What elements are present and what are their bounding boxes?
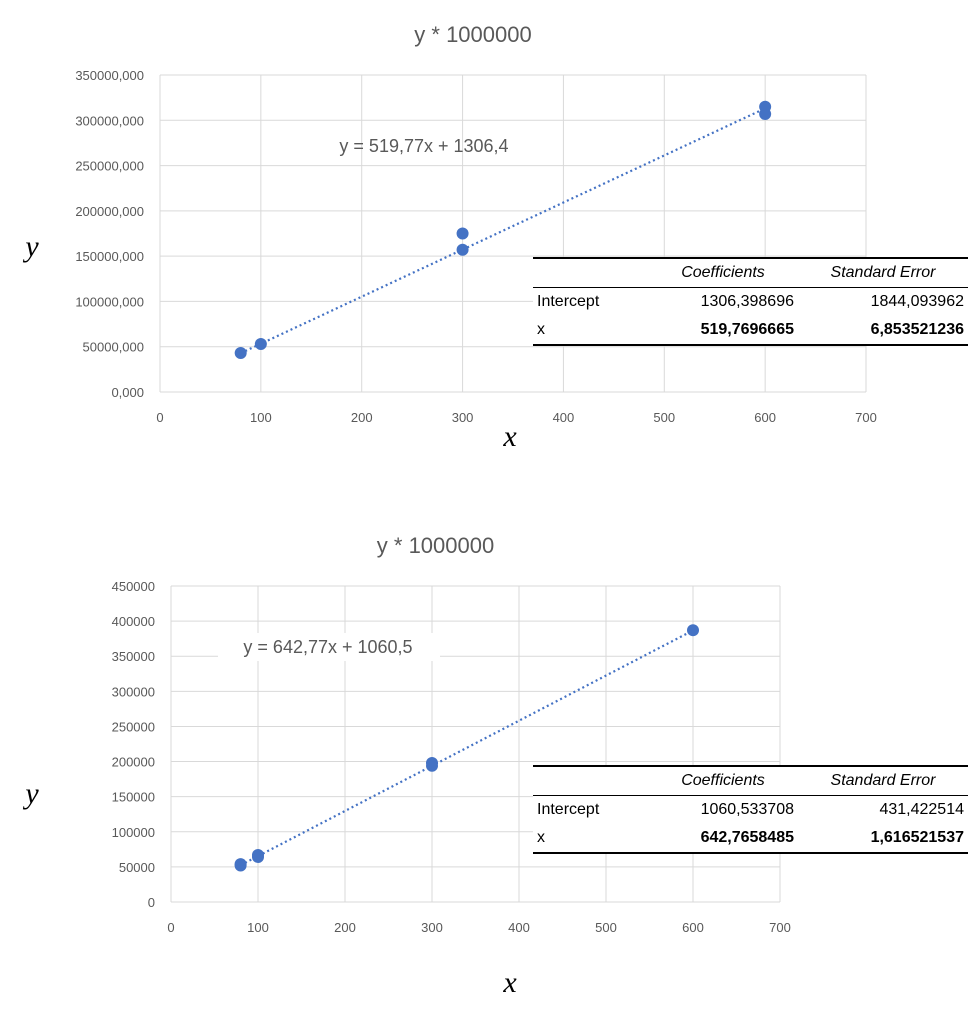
row-label-intercept: Intercept — [537, 293, 600, 310]
y-tick-label: 50000,000 — [83, 340, 144, 355]
table-header-standard-error: Standard Error — [798, 765, 968, 796]
y-tick-label: 350000 — [112, 649, 155, 664]
x-tick-label: 200 — [334, 920, 356, 935]
y-tick-label: 250000,000 — [75, 159, 144, 174]
data-point — [234, 347, 247, 360]
y-tick-label: 0 — [148, 895, 155, 910]
data-point — [234, 858, 247, 871]
y-axis-label: y — [22, 777, 39, 810]
table-row: x 642,7658485 1,616521537 — [533, 824, 968, 854]
y-tick-label: 100000 — [112, 825, 155, 840]
x-tick-label: 600 — [754, 410, 776, 425]
intercept-coefficient: 1306,398696 — [700, 293, 794, 310]
y-tick-label: 0,000 — [111, 385, 144, 400]
slope-standard-error: 6,853521236 — [798, 316, 968, 346]
x-tick-label: 0 — [156, 410, 163, 425]
x-tick-label: 700 — [855, 410, 877, 425]
table-header-standard-error: Standard Error — [798, 257, 968, 288]
row-label-x: x — [533, 824, 648, 854]
table-header-coefficients: Coefficients — [648, 765, 798, 796]
y-tick-label: 50000 — [119, 860, 155, 875]
slope-coefficient: 642,7658485 — [648, 824, 798, 854]
trendline-equation: y = 642,77x + 1060,5 — [243, 637, 412, 657]
table-header-row: Coefficients Standard Error — [533, 257, 968, 288]
x-tick-label: 200 — [351, 410, 373, 425]
y-tick-label: 200000 — [112, 755, 155, 770]
y-axis-label: y — [22, 230, 39, 263]
table-row: Intercept 1306,398696 1844,093962 — [533, 288, 968, 317]
row-label-intercept: Intercept — [537, 801, 600, 818]
table-header-coefficients: Coefficients — [648, 257, 798, 288]
data-point — [759, 100, 772, 113]
trendline-equation: y = 519,77x + 1306,4 — [339, 136, 508, 156]
table-header-empty — [533, 257, 648, 288]
trendline — [240, 107, 766, 355]
data-point — [426, 756, 438, 769]
x-axis-label: x — [502, 966, 517, 999]
x-tick-label: 300 — [452, 410, 474, 425]
table-row: Intercept 1060,533708 431,422514 — [533, 796, 968, 825]
intercept-coefficient: 1060,533708 — [700, 801, 794, 818]
data-point — [456, 227, 469, 240]
y-tick-label: 200000,000 — [75, 204, 144, 219]
y-tick-label: 450000 — [112, 579, 155, 594]
x-tick-label: 700 — [769, 920, 791, 935]
x-tick-label: 500 — [653, 410, 675, 425]
y-tick-label: 300000 — [112, 684, 155, 699]
data-point — [254, 337, 267, 350]
table-header-row: Coefficients Standard Error — [533, 765, 968, 796]
x-tick-label: 100 — [250, 410, 272, 425]
x-tick-label: 500 — [595, 920, 617, 935]
x-tick-label: 300 — [421, 920, 443, 935]
regression-table-top: Coefficients Standard Error Intercept 13… — [533, 257, 968, 346]
slope-coefficient: 519,7696665 — [648, 316, 798, 346]
y-tick-label: 350000,000 — [75, 68, 144, 83]
intercept-standard-error: 1844,093962 — [870, 293, 964, 310]
x-axis-label: x — [502, 420, 517, 453]
chart-title: y * 1000000 — [414, 22, 531, 47]
equation-background — [218, 633, 440, 661]
y-tick-label: 150000 — [112, 790, 155, 805]
intercept-standard-error: 431,422514 — [879, 801, 964, 818]
x-tick-label: 400 — [553, 410, 575, 425]
x-tick-label: 0 — [167, 920, 174, 935]
regression-table-bottom: Coefficients Standard Error Intercept 10… — [533, 765, 968, 854]
y-tick-label: 250000 — [112, 719, 155, 734]
x-tick-label: 100 — [247, 920, 269, 935]
table-row: x 519,7696665 6,853521236 — [533, 316, 968, 346]
x-tick-label: 400 — [508, 920, 530, 935]
data-point — [687, 624, 699, 637]
chart-title: y * 1000000 — [377, 533, 494, 558]
data-point — [252, 848, 264, 861]
y-tick-label: 300000,000 — [75, 113, 144, 128]
x-tick-label: 600 — [682, 920, 704, 935]
row-label-x: x — [533, 316, 648, 346]
y-tick-label: 100000,000 — [75, 294, 144, 309]
y-tick-label: 150000,000 — [75, 249, 144, 264]
y-tick-label: 400000 — [112, 614, 155, 629]
table-header-empty — [533, 765, 648, 796]
data-point — [456, 243, 469, 256]
slope-standard-error: 1,616521537 — [798, 824, 968, 854]
